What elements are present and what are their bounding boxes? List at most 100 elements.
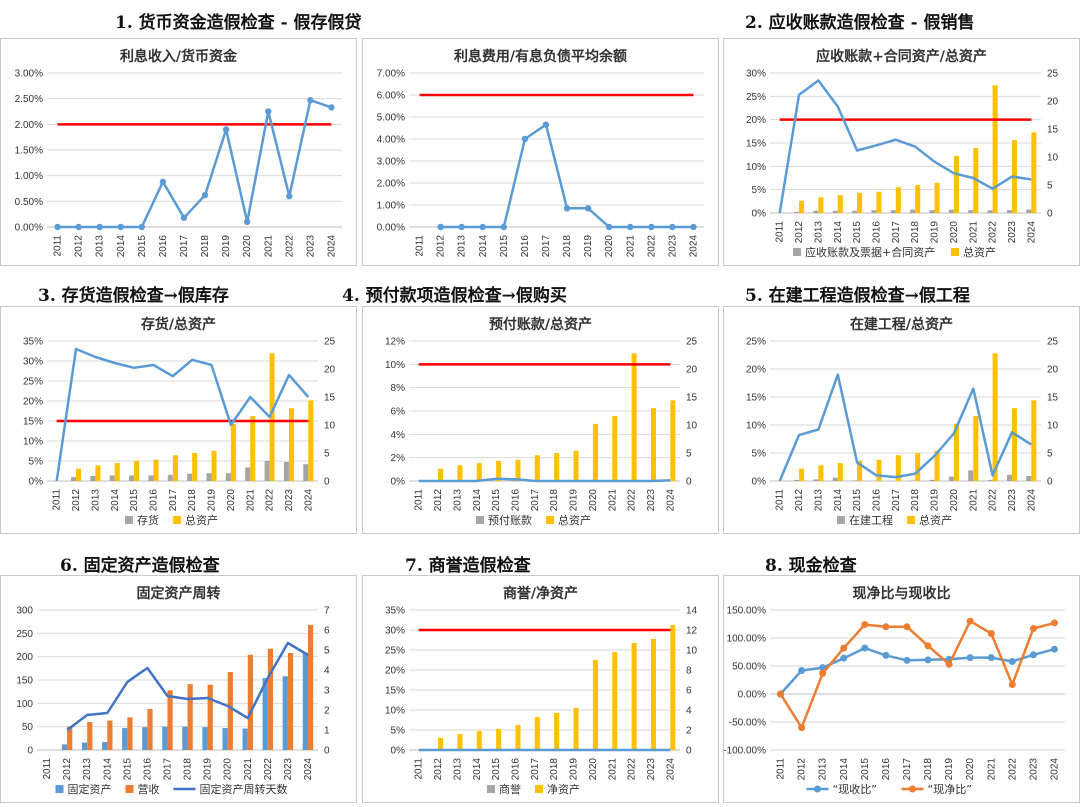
chart-fixed-assets: 固定资产周转 0 50 100 150 200 250 300 0 1 2 3 4 5 6 7 2011 2012…: [0, 575, 357, 803]
y2-tick-label: 5: [1047, 449, 1053, 460]
chart-title: 存货/总资产: [141, 316, 216, 333]
y2-tick-label: 10: [324, 421, 336, 432]
data-point: [1050, 619, 1058, 627]
y2-tick-label: 15: [1047, 393, 1059, 404]
bar-总资产: [496, 460, 502, 481]
legend-marker: [814, 785, 821, 793]
bar-营收: [247, 654, 253, 750]
x-tick-label: 2012: [436, 235, 447, 258]
x-tick-label: 2018: [200, 235, 211, 258]
y-tick-label: 5%: [752, 449, 767, 460]
bar-营收: [267, 648, 274, 750]
data-point: [563, 205, 571, 212]
bar-营收: [107, 720, 113, 750]
chart-prepayments: 预付账款/总资产 0% 2% 4% 6% 8% 10% 12% 0 5 10 15 20 25 2011 20…: [362, 306, 719, 534]
bar-营收: [187, 684, 193, 750]
x-tick-label: 2012: [71, 489, 82, 512]
x-tick-label: 2020: [588, 758, 599, 781]
y-tick-label: 0.00%: [377, 223, 405, 234]
x-tick-label: 2013: [813, 489, 824, 512]
x-tick-label: 2022: [627, 758, 638, 781]
bar-总资产: [895, 455, 901, 481]
bar-固定资产: [262, 678, 268, 750]
x-tick-label: 2011: [775, 489, 786, 511]
y-tick-label: 250: [16, 629, 33, 640]
y-tick-label: 5%: [391, 726, 406, 737]
y2-tick-label: 25: [324, 337, 336, 348]
heading-7: 7. 商誉造假检查: [405, 556, 531, 576]
bar-存货: [187, 473, 193, 481]
x-tick-label: 2023: [1007, 221, 1018, 244]
legend-label: 固定资产周转天数: [200, 782, 288, 796]
x-tick-label: 2018: [183, 758, 194, 781]
x-tick-label: 2015: [137, 235, 148, 258]
x-tick-label: 2019: [569, 758, 580, 781]
bar-净资产: [554, 713, 560, 750]
y-tick-label: 0.00%: [15, 223, 43, 234]
series-line-固定资产周转天数: [66, 641, 309, 732]
bar-总资产: [554, 453, 560, 481]
bar-总资产: [650, 408, 656, 481]
y2-tick-label: 1: [324, 726, 330, 737]
y-tick-label: 10%: [746, 162, 766, 173]
legend-label: 预付账款: [488, 513, 532, 527]
bar-总资产: [172, 455, 178, 481]
bar-在建工程: [948, 476, 954, 481]
x-tick-label: 2011: [776, 758, 787, 780]
y-tick-label: 25%: [746, 92, 766, 103]
y2-tick-label: 5: [324, 646, 330, 657]
data-point: [798, 724, 806, 732]
x-tick-label: 2024: [665, 758, 676, 781]
bar-固定资产: [302, 652, 308, 750]
bar-固定资产: [202, 727, 208, 750]
y-tick-label: 10%: [385, 706, 405, 717]
x-tick-label: 2015: [499, 235, 510, 258]
bar-总资产: [915, 453, 921, 481]
x-tick-label: 2020: [949, 489, 960, 512]
x-tick-label: 2020: [226, 489, 237, 512]
bar-总资产: [1031, 132, 1037, 213]
data-point: [966, 617, 974, 625]
y-tick-label: 1.00%: [15, 171, 43, 182]
chart-interest-expense: 利息费用/有息负债平均余额 0.00% 1.00% 2.00% 3.00% 4.00% 5.…: [362, 38, 719, 266]
x-tick-label: 2018: [923, 758, 934, 781]
series-line-0: [778, 373, 1032, 482]
bar-净资产: [515, 725, 521, 750]
x-tick-label: 2012: [794, 221, 805, 244]
x-tick-label: 2017: [530, 489, 541, 512]
y2-tick-label: 6: [324, 626, 330, 637]
bar-存货: [283, 461, 289, 481]
x-tick-label: 2018: [549, 758, 560, 781]
x-tick-label: 2011: [53, 235, 64, 257]
x-tick-label: 2022: [263, 758, 274, 781]
y2-tick-label: 14: [686, 606, 698, 617]
legend-swatch: [55, 785, 64, 793]
bar-存货: [264, 460, 270, 481]
data-point: [1029, 624, 1037, 632]
bar-总资产: [269, 353, 275, 481]
x-tick-label: 2015: [860, 758, 871, 781]
bar-总资产: [573, 450, 579, 481]
bar-应收账款及票据+合同资产: [890, 210, 896, 213]
y2-tick-label: 25: [1047, 337, 1059, 348]
x-tick-label: 2017: [902, 758, 913, 781]
bar-净资产: [534, 717, 540, 750]
y-tick-label: 20%: [746, 365, 766, 376]
y2-tick-label: 0: [1047, 209, 1053, 220]
x-tick-label: 2013: [90, 489, 101, 512]
x-tick-label: 2011: [414, 758, 425, 780]
bar-应收账款及票据+合同资产: [1026, 209, 1032, 213]
data-point: [690, 223, 697, 231]
x-tick-label: 2024: [1026, 221, 1037, 244]
x-tick-label: 2021: [625, 235, 636, 258]
y-tick-label: 8%: [391, 383, 406, 394]
y-tick-label: 20%: [746, 115, 766, 126]
y-tick-label: 2.50%: [15, 94, 43, 105]
heading-8: 8. 现金检查: [765, 556, 857, 576]
bar-总资产: [818, 465, 824, 481]
bar-总资产: [631, 353, 637, 481]
x-tick-label: 2023: [667, 235, 678, 258]
heading-6: 6. 固定资产造假检查: [60, 556, 220, 576]
bar-总资产: [592, 423, 598, 481]
data-point: [138, 223, 146, 231]
